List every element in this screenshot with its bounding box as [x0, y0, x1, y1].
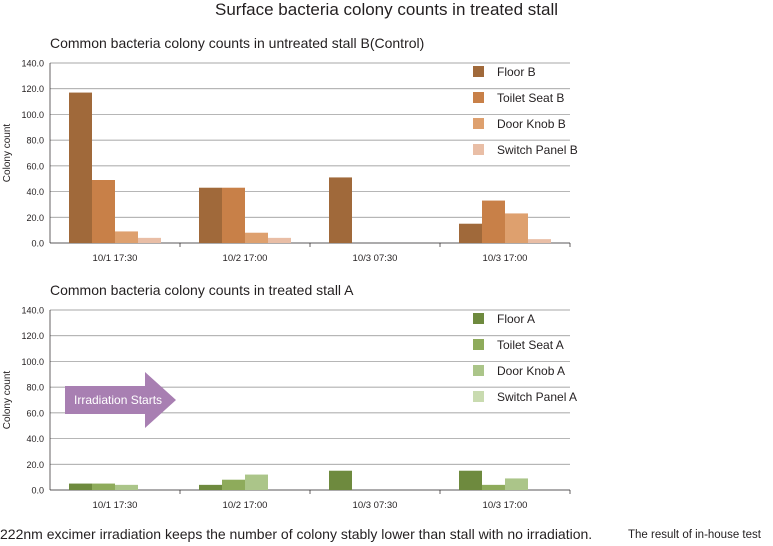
legend-label: Switch Panel A — [497, 390, 577, 404]
bar — [329, 470, 352, 490]
y-tick-label: 120.0 — [21, 84, 44, 94]
legend-label: Switch Panel B — [497, 143, 578, 157]
footer-conclusion: 222nm excimer irradiation keeps the numb… — [0, 526, 593, 542]
y-axis-label: Colony count — [2, 124, 13, 183]
y-tick-label: 100.0 — [21, 357, 44, 367]
legend-label: Toilet Seat B — [497, 91, 564, 105]
y-tick-label: 40.0 — [26, 434, 44, 444]
x-tick-label: 10/3 17:00 — [483, 253, 528, 264]
footer-note: The result of in-house test — [628, 529, 761, 541]
bar — [245, 474, 268, 490]
y-tick-label: 80.0 — [26, 136, 44, 146]
y-tick-label: 0.0 — [31, 486, 44, 496]
legend-label: Door Knob A — [497, 364, 565, 378]
bar — [115, 231, 138, 243]
bar — [329, 177, 352, 243]
x-tick-label: 10/1 17:30 — [93, 500, 138, 511]
bar — [245, 232, 268, 243]
bar — [115, 484, 138, 490]
chart-title-treated: Common bacteria colony counts in treated… — [50, 282, 354, 298]
bar — [138, 237, 161, 243]
y-tick-label: 40.0 — [26, 187, 44, 197]
irradiation-arrow-label: Irradiation Starts — [74, 393, 162, 407]
y-tick-label: 120.0 — [21, 331, 44, 341]
chart-control-stall-b: 0.0 20.0 40.0 60.0 80.0 100.0 120.0 140.0 Colony… — [2, 59, 578, 265]
x-tick-label: 10/3 07:30 — [353, 253, 398, 264]
bar — [199, 484, 222, 490]
x-tick-label: 10/3 07:30 — [353, 500, 398, 511]
bar — [505, 213, 528, 243]
y-tick-label: 140.0 — [21, 306, 44, 316]
bar — [482, 200, 505, 243]
x-tick-label: 10/3 17:00 — [483, 500, 528, 511]
legend-swatch — [473, 92, 484, 103]
y-axis-label: Colony count — [2, 371, 13, 430]
legend-swatch — [473, 66, 484, 77]
legend-swatch — [473, 144, 484, 155]
legend-swatch — [473, 391, 484, 402]
y-tick-label: 60.0 — [26, 408, 44, 418]
legend-swatch — [473, 313, 484, 324]
chart-title-control: Common bacteria colony counts in untreat… — [50, 35, 425, 51]
x-tick-label: 10/2 17:00 — [223, 500, 268, 511]
chart-treated-stall-a: 0.0 20.0 40.0 60.0 80.0 100.0 120.0 140.0 Colony… — [2, 306, 577, 512]
legend-label: Door Knob B — [497, 117, 566, 131]
y-tick-label: 60.0 — [26, 161, 44, 171]
x-tick-label: 10/1 17:30 — [93, 253, 138, 264]
legend-swatch — [473, 118, 484, 129]
bar — [222, 187, 245, 243]
bar — [528, 239, 551, 243]
bar — [505, 478, 528, 490]
page-title: Surface bacteria colony counts in treate… — [214, 0, 559, 19]
bar — [199, 187, 222, 243]
y-tick-label: 140.0 — [21, 59, 44, 69]
legend-label: Floor B — [497, 65, 536, 79]
legend-label: Floor A — [497, 312, 535, 326]
y-tick-label: 20.0 — [26, 213, 44, 223]
bar — [222, 479, 245, 490]
bar — [69, 92, 92, 243]
legend-label: Toilet Seat A — [497, 338, 564, 352]
bar — [69, 483, 92, 490]
bar — [482, 484, 505, 490]
bar — [268, 237, 291, 243]
irradiation-arrow-shape — [65, 372, 176, 428]
y-tick-label: 100.0 — [21, 110, 44, 120]
y-tick-label: 20.0 — [26, 460, 44, 470]
bar — [459, 223, 482, 243]
y-tick-label: 80.0 — [26, 383, 44, 393]
bar — [459, 470, 482, 490]
bar — [92, 180, 115, 243]
bar — [92, 483, 115, 490]
legend-swatch — [473, 339, 484, 350]
y-tick-label: 0.0 — [31, 239, 44, 249]
legend-swatch — [473, 365, 484, 376]
x-tick-label: 10/2 17:00 — [223, 253, 268, 264]
